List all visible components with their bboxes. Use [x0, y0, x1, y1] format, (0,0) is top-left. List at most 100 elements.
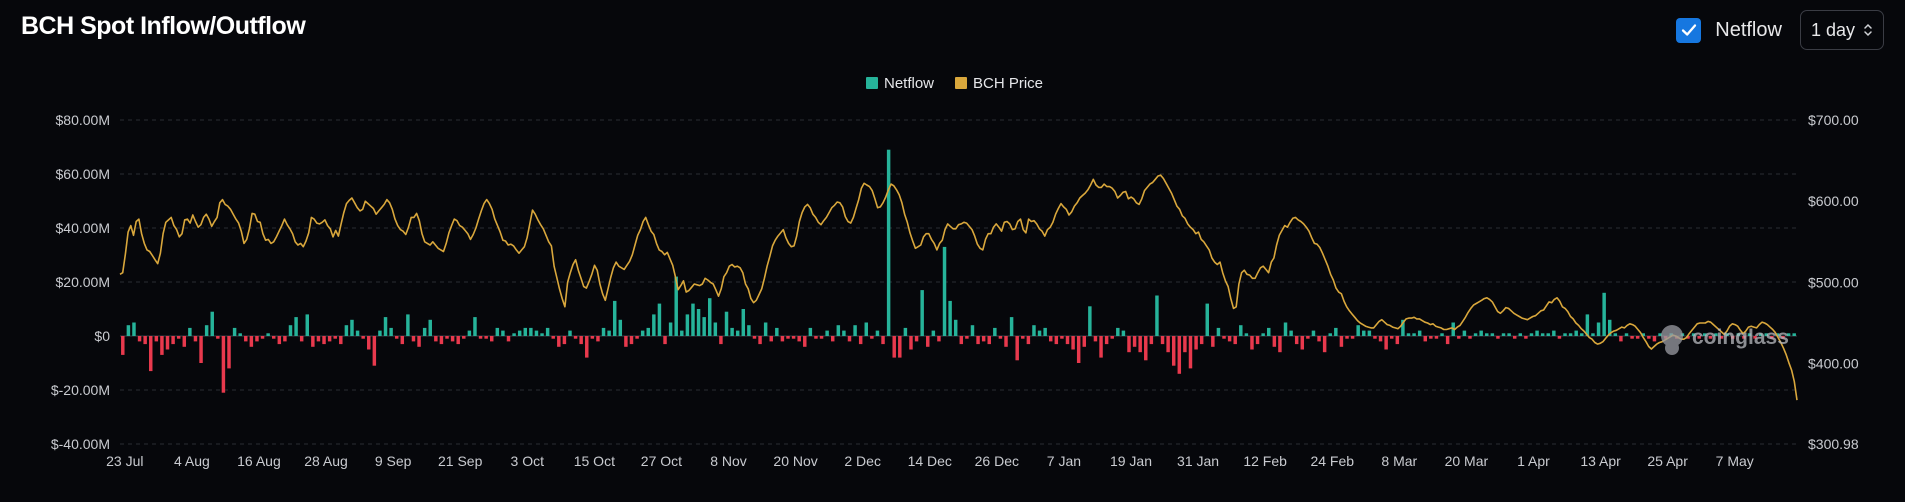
netflow-bar [1641, 333, 1646, 336]
netflow-bar [1725, 333, 1729, 336]
netflow-bar [434, 336, 438, 342]
netflow-bar [881, 336, 885, 345]
netflow-bar [1188, 336, 1193, 369]
x-axis-label: 2 Dec [844, 453, 881, 469]
netflow-bar [283, 336, 287, 342]
netflow-bar [579, 336, 583, 345]
chevron-updown-icon [1863, 22, 1873, 38]
netflow-bar [428, 319, 432, 336]
netflow-bar [160, 336, 164, 355]
netflow-bar [998, 336, 1003, 339]
netflow-bar [288, 325, 293, 336]
netflow-bar [255, 336, 259, 342]
x-axis-label: 8 Mar [1381, 453, 1417, 469]
netflow-bar [573, 336, 578, 339]
netflow-bar [1244, 333, 1249, 336]
netflow-bar [1518, 333, 1523, 336]
netflow-bar [724, 311, 729, 336]
netflow-bar [389, 327, 393, 336]
netflow-bar [1758, 333, 1763, 336]
netflow-bar [1540, 333, 1545, 336]
netflow-bar [260, 336, 265, 339]
netflow-bar [1574, 330, 1578, 336]
left-axis-label: $-40.00M [51, 436, 110, 452]
netflow-bar [1423, 336, 1427, 342]
netflow-bar [534, 330, 539, 336]
netflow-bar [1004, 336, 1008, 347]
netflow-bar [886, 149, 891, 336]
netflow-bar [193, 336, 198, 342]
netflow-bar [1747, 333, 1752, 336]
netflow-bar [1485, 333, 1489, 336]
netflow-bar [322, 336, 326, 345]
netflow-bar [847, 336, 852, 342]
netflow-bar [523, 327, 528, 336]
netflow-bar [708, 298, 712, 336]
netflow-bar [1194, 336, 1198, 350]
netflow-bar [1116, 327, 1120, 336]
netflow-bar [926, 336, 930, 347]
netflow-bar [1786, 333, 1791, 336]
netflow-bar [842, 330, 846, 336]
legend-label-1: BCH Price [973, 75, 1043, 92]
netflow-bar [618, 319, 623, 336]
coinglass-logo-icon [1661, 325, 1683, 347]
netflow-toggle[interactable]: Netflow [1676, 17, 1782, 43]
netflow-bar [763, 322, 768, 336]
netflow-bar [350, 319, 354, 336]
netflow-bar [1272, 336, 1277, 347]
netflow-bar [803, 336, 807, 347]
x-axis-label: 28 Aug [304, 453, 348, 469]
netflow-bar [607, 330, 611, 336]
netflow-bar [1775, 333, 1780, 336]
netflow-bar [171, 336, 175, 345]
netflow-bar [473, 317, 477, 336]
left-axis-label: $0 [94, 328, 110, 344]
netflow-bar [517, 330, 522, 336]
netflow-bar [696, 309, 701, 336]
netflow-bar [1239, 325, 1243, 336]
netflow-bar [830, 336, 835, 342]
netflow-bar [629, 336, 634, 345]
x-axis-label: 16 Aug [237, 453, 281, 469]
netflow-bar [467, 330, 472, 336]
legend-swatch-1 [955, 77, 967, 89]
legend-swatch-0 [866, 77, 878, 89]
netflow-bar [394, 336, 399, 339]
netflow-bar [1691, 333, 1696, 336]
netflow-bar [942, 246, 947, 336]
netflow-bar [1462, 330, 1467, 336]
netflow-bar [1546, 333, 1550, 336]
netflow-bar [635, 336, 639, 339]
netflow-bar [311, 336, 315, 347]
netflow-bar [624, 336, 628, 347]
netflow-bar [1367, 330, 1372, 336]
netflow-bar [551, 336, 555, 339]
netflow-bar [367, 336, 371, 350]
netflow-bar [1211, 336, 1215, 347]
netflow-bar [819, 336, 824, 339]
left-axis-label: $-20.00M [51, 382, 110, 398]
netflow-bar [735, 330, 740, 336]
netflow-bar [931, 330, 936, 336]
netflow-bar [562, 336, 567, 345]
netflow-bar [601, 327, 606, 336]
netflow-bar [1568, 333, 1573, 336]
netflow-bar [188, 327, 192, 336]
netflow-bar [668, 322, 673, 336]
netflow-bar [1753, 336, 1757, 339]
netflow-bar [1764, 333, 1768, 336]
right-axis-label: $600.00 [1808, 193, 1859, 209]
netflow-bar [585, 336, 589, 358]
netflow-bar [378, 330, 382, 336]
netflow-bar [1440, 333, 1444, 336]
x-axis-label: 31 Jan [1177, 453, 1219, 469]
netflow-checkbox[interactable] [1676, 17, 1702, 43]
netflow-bar [143, 336, 147, 345]
netflow-bar [1009, 317, 1014, 336]
checkmark-icon [1681, 24, 1696, 36]
netflow-bar [1742, 336, 1746, 339]
interval-select[interactable]: 1 day [1799, 10, 1884, 50]
x-axis-label: 12 Feb [1243, 453, 1287, 469]
netflow-bar [1345, 336, 1349, 339]
